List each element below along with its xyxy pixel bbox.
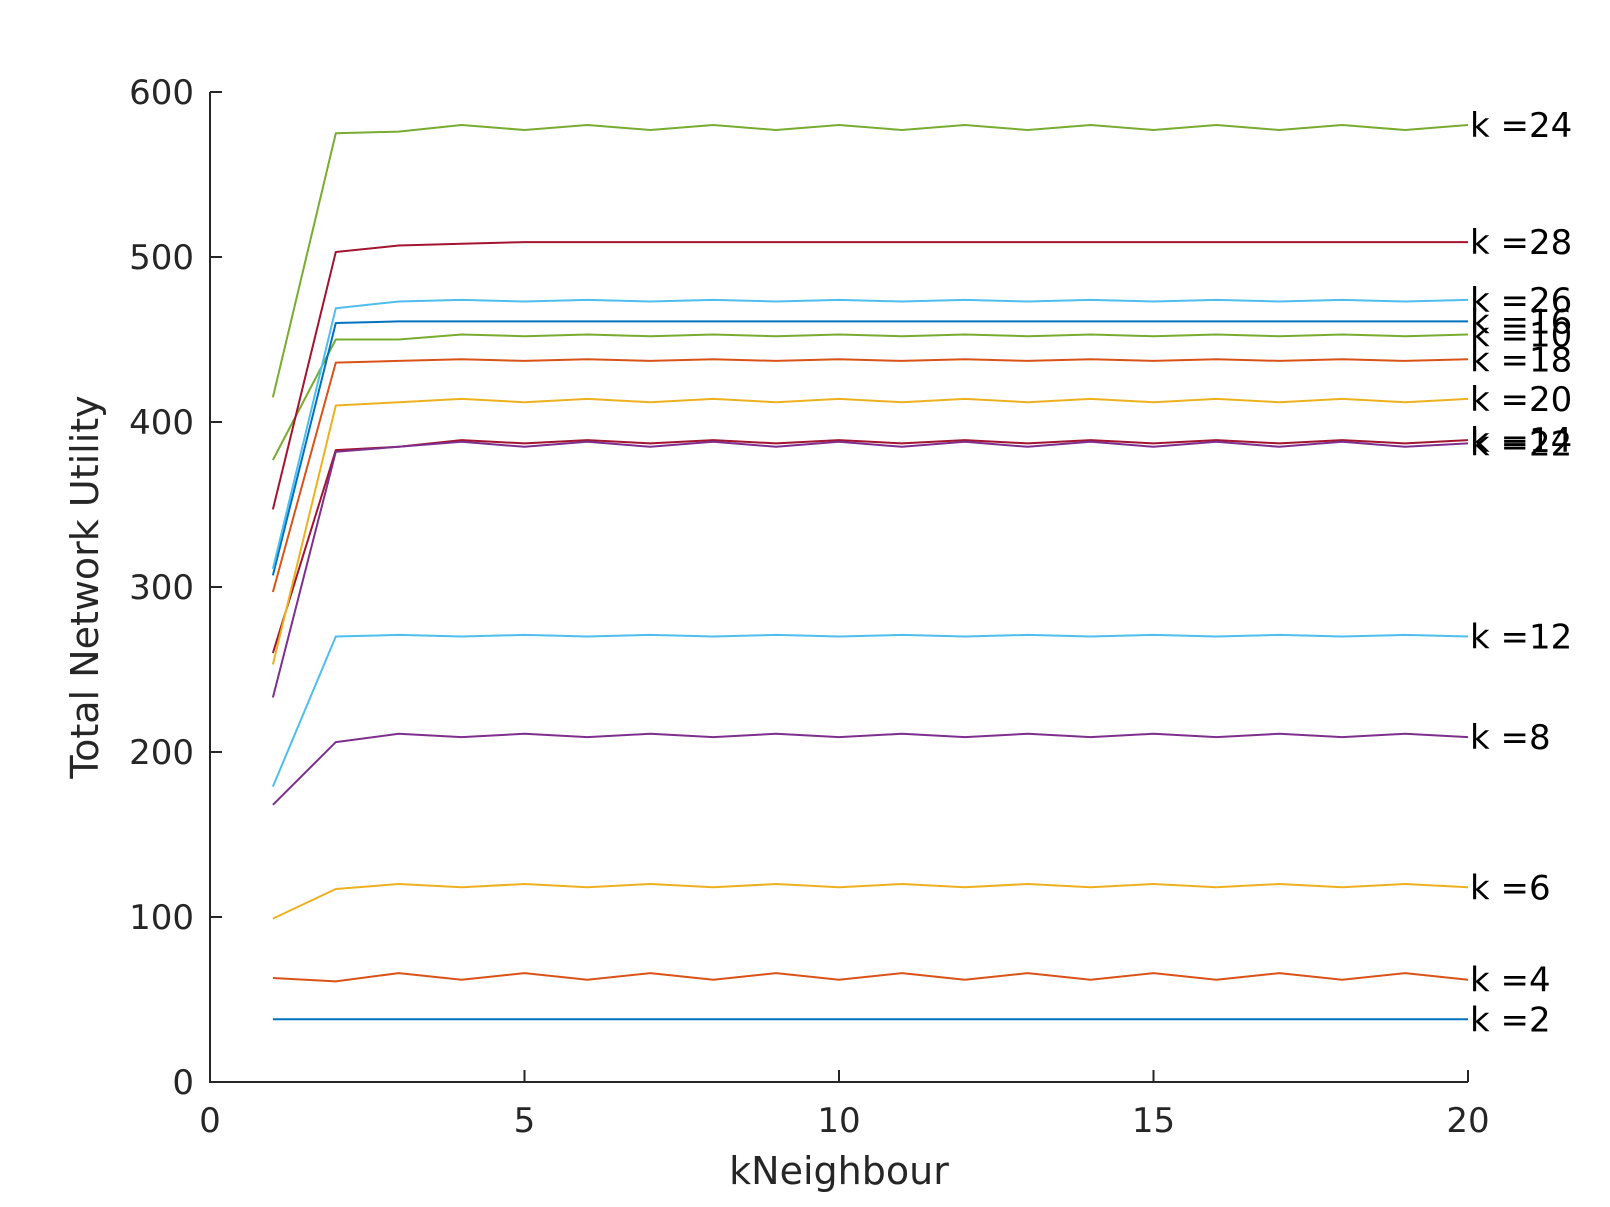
series-line-26 <box>271 298 1469 570</box>
series-line-4 <box>272 972 1469 983</box>
series-line-16 <box>271 320 1468 576</box>
y-tick-label: 200 <box>129 733 194 773</box>
x-tick-label: 10 <box>817 1101 860 1141</box>
y-tick-label: 300 <box>129 568 194 608</box>
series-label-24: k =24 <box>1470 106 1572 146</box>
series-label-20: k =20 <box>1470 380 1572 420</box>
series-label-22: k =22 <box>1470 424 1572 464</box>
y-tick-label: 500 <box>129 238 194 278</box>
y-tick-label: 100 <box>129 898 194 938</box>
axis-lines <box>209 92 1468 1083</box>
series-line-28 <box>271 241 1468 510</box>
y-tick-label: 0 <box>172 1063 194 1103</box>
x-tick-label: 20 <box>1446 1101 1489 1141</box>
series-label-16: k =16 <box>1470 302 1572 342</box>
series-label-6: k =6 <box>1470 868 1551 908</box>
series-line-10 <box>272 333 1469 461</box>
series-line-6 <box>272 883 1469 920</box>
series-line-8 <box>272 732 1469 806</box>
series-label-2: k =2 <box>1470 1000 1551 1040</box>
series-lines <box>271 124 1469 1021</box>
x-tick-label: 5 <box>514 1101 536 1141</box>
x-tick-label: 0 <box>199 1101 221 1141</box>
series-line-22 <box>271 440 1469 698</box>
series-line-18 <box>271 358 1469 593</box>
series-line-14 <box>271 439 1469 654</box>
x-axis-label: kNeighbour <box>729 1149 949 1193</box>
y-tick-label: 400 <box>129 403 194 443</box>
series-label-8: k =8 <box>1470 718 1551 758</box>
series-labels: k =2k =4 k =6 k =8 k =10 k =12 k =14 k =16k =1… <box>1470 106 1572 1040</box>
series-label-28: k =28 <box>1470 223 1572 263</box>
series-line-24 <box>271 124 1469 398</box>
series-label-26: k =26 <box>1470 281 1572 321</box>
series-line-12 <box>271 633 1469 787</box>
series-line-20 <box>271 397 1469 665</box>
series-label-4: k =4 <box>1470 961 1551 1001</box>
series-label-10: k =10 <box>1470 316 1572 356</box>
series-label-14: k =14 <box>1470 421 1572 461</box>
series-label-18: k =18 <box>1470 340 1572 380</box>
x-tick-label: 15 <box>1132 1101 1175 1141</box>
series-label-12: k =12 <box>1470 618 1572 658</box>
y-tick-label: 600 <box>129 73 194 113</box>
y-axis-label: Total Network Utility <box>63 395 107 779</box>
